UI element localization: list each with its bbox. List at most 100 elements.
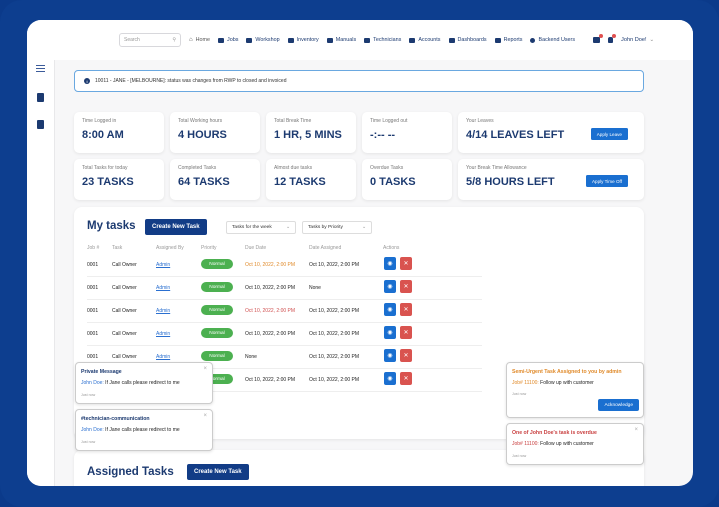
toast-body: Job# 11100: Follow up with customer	[512, 441, 594, 447]
nav-dashboards-label: Dashboards	[457, 37, 487, 43]
acknowledge-button[interactable]: Acknowledge	[598, 399, 639, 411]
stat-value: 4 HOURS	[178, 129, 227, 141]
search-input[interactable]: Search ⚲	[119, 33, 181, 47]
assigned-by-link[interactable]: Admin	[156, 308, 171, 314]
app-window: Search ⚲ ⌂ Home Jobs Workshop Inventory M…	[27, 20, 693, 486]
assigned-by-link[interactable]: Admin	[156, 331, 171, 337]
view-button[interactable]: ◉	[384, 303, 396, 316]
nav-backend-users[interactable]: Backend Users	[530, 37, 575, 43]
view-button[interactable]: ◉	[384, 349, 396, 362]
nav-workshop[interactable]: Workshop	[246, 37, 280, 43]
chevron-down-icon: ⌄	[285, 225, 290, 230]
cell-task: Call Owner	[112, 285, 137, 291]
assigned-by-link[interactable]: Admin	[156, 262, 171, 268]
stat-value: 12 TASKS	[274, 176, 326, 188]
create-new-task-button-assigned[interactable]: Create New Task	[187, 464, 249, 480]
stat-label: Total Working hours	[178, 118, 223, 124]
messages-icon[interactable]	[593, 34, 604, 43]
view-button[interactable]: ◉	[384, 372, 396, 385]
toast-time: Just now	[512, 454, 527, 458]
apply-leave-button[interactable]: Apply Leave	[590, 128, 628, 140]
menu-icon[interactable]	[36, 64, 45, 73]
cell-date-assigned: Oct 10, 2022, 2:00 PM	[309, 354, 360, 360]
nav-home[interactable]: ⌂ Home	[189, 37, 210, 43]
col-job: Job #	[87, 245, 100, 251]
view-button[interactable]: ◉	[384, 326, 396, 339]
cell-date-assigned: Oct 10, 2022, 2:00 PM	[309, 308, 360, 314]
nav-reports[interactable]: Reports	[494, 37, 522, 43]
cell-task: Call Owner	[112, 331, 137, 337]
tasks-week-value: Tasks for the week	[232, 225, 272, 230]
stat-label: Completed Tasks	[178, 165, 217, 171]
toast-title: One of John Doe's task is overdue	[512, 430, 597, 436]
stat-value: -:-- --	[370, 129, 396, 141]
delete-button[interactable]: ✕	[400, 326, 412, 339]
table-row: 0001 Call Owner Admin Normal Oct 10, 202…	[87, 277, 482, 300]
cell-date-assigned: None	[309, 285, 321, 291]
info-icon: i	[84, 78, 90, 84]
assigned-by-link[interactable]: Admin	[156, 285, 171, 291]
create-new-task-button[interactable]: Create New Task	[145, 219, 207, 235]
nav-accounts[interactable]: Accounts	[409, 37, 441, 43]
stat-label: Your Break Time Allowance	[466, 165, 527, 171]
stat-value: 64 TASKS	[178, 176, 230, 188]
toast-semi-urgent-task: Semi-Urgent Task Assigned to you by admi…	[506, 362, 644, 418]
delete-button[interactable]: ✕	[400, 372, 412, 385]
search-placeholder: Search	[124, 37, 140, 43]
tasks-priority-select[interactable]: Tasks by Priority ⌄	[302, 221, 372, 234]
cell-date-assigned: Oct 10, 2022, 2:00 PM	[309, 262, 360, 268]
apply-time-off-button[interactable]: Apply Time Off	[585, 175, 628, 187]
cell-job: 0001	[87, 308, 99, 314]
nav-dashboards[interactable]: Dashboards	[448, 37, 487, 43]
stat-label: Almost due tasks	[274, 165, 313, 171]
priority-badge: Normal	[201, 351, 233, 361]
col-task: Task	[112, 245, 123, 251]
view-button[interactable]: ◉	[384, 257, 396, 270]
alert-text: 10011 - JANE - [MELBOURNE]: status was c…	[95, 78, 287, 84]
nav-manuals[interactable]: Manuals	[326, 37, 357, 43]
eye-icon: ◉	[387, 330, 393, 336]
stat-label: Your Leaves	[466, 118, 494, 124]
sidebar-clipboard-icon[interactable]	[36, 93, 45, 102]
cell-date-assigned: Oct 10, 2022, 2:00 PM	[309, 377, 360, 383]
delete-button[interactable]: ✕	[400, 303, 412, 316]
delete-button[interactable]: ✕	[400, 257, 412, 270]
nav-jobs[interactable]: Jobs	[218, 37, 238, 43]
cell-task: Call Owner	[112, 308, 137, 314]
eye-icon: ◉	[387, 307, 393, 313]
nav-technicians-label: Technicians	[373, 37, 402, 43]
nav-manuals-label: Manuals	[335, 37, 357, 43]
col-actions: Actions	[383, 245, 400, 251]
col-assigned-by: Assigned By	[156, 245, 184, 251]
sidebar-alert-clipboard-icon[interactable]	[36, 120, 45, 129]
stat-card-your-leaves: Your Leaves 4/14 LEAVES LEFT Apply Leave	[458, 112, 644, 153]
dashboard-icon	[448, 37, 455, 43]
cell-due-date: Oct 10, 2022, 2:00 PM	[245, 285, 296, 291]
bell-icon[interactable]	[608, 34, 617, 43]
book-icon	[326, 37, 333, 43]
close-icon[interactable]: ×	[203, 413, 207, 419]
toast-job: Job# 11100:	[512, 380, 539, 386]
nav-technicians[interactable]: Technicians	[364, 37, 401, 43]
nav-inventory[interactable]: Inventory	[287, 37, 319, 43]
close-icon[interactable]: ×	[634, 427, 638, 433]
view-button[interactable]: ◉	[384, 280, 396, 293]
delete-button[interactable]: ✕	[400, 349, 412, 362]
assigned-by-link[interactable]: Admin	[156, 354, 171, 360]
tasks-week-select[interactable]: Tasks for the week ⌄	[226, 221, 296, 234]
delete-button[interactable]: ✕	[400, 280, 412, 293]
cell-due-date: Oct 10, 2022, 2:00 PM	[245, 262, 296, 268]
table-row: 0001 Call Owner Admin Normal Oct 10, 202…	[87, 254, 482, 277]
messages-badge	[599, 34, 604, 38]
priority-badge: Normal	[201, 374, 233, 384]
cell-job: 0001	[87, 262, 99, 268]
close-icon[interactable]: ×	[203, 366, 207, 372]
stat-value: 5/8 HOURS LEFT	[466, 176, 555, 188]
workshop-icon	[246, 37, 253, 43]
stat-label: Time Logged in	[82, 118, 117, 124]
my-tasks-title: My tasks	[87, 220, 136, 232]
col-due-date: Due Date	[245, 245, 267, 251]
user-menu[interactable]: John Doe! ⌄	[621, 37, 654, 43]
stat-card-total-break-time: Total Break Time 1 HR, 5 MINS	[266, 112, 356, 153]
close-icon: ✕	[403, 284, 409, 290]
